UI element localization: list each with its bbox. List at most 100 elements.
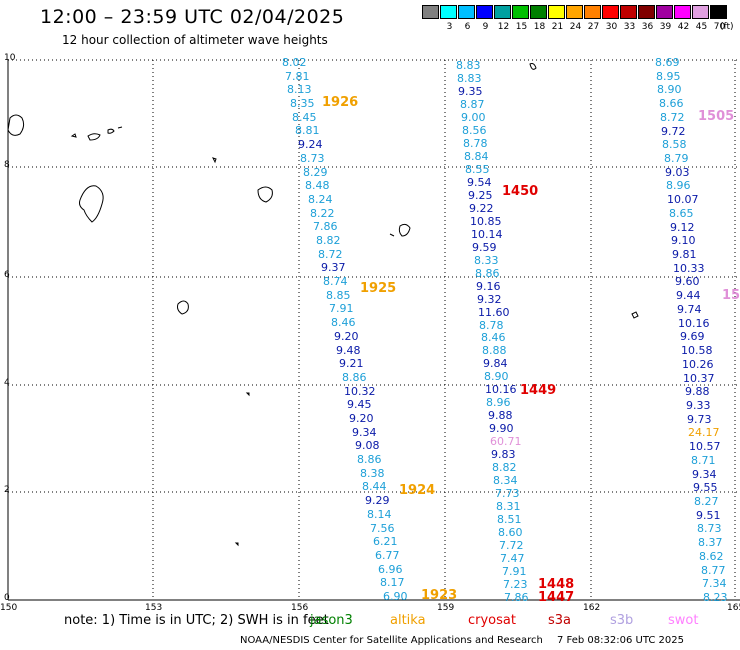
wave-height-value: 8.83 bbox=[456, 59, 481, 72]
wave-height-value: 8.86 bbox=[357, 453, 382, 466]
wave-height-value: 8.87 bbox=[460, 98, 485, 111]
satellite-label: cryosat bbox=[468, 613, 516, 628]
wave-height-value: 9.21 bbox=[339, 357, 364, 370]
wave-height-value: 8.77 bbox=[701, 564, 726, 577]
wave-height-value: 9.59 bbox=[472, 241, 497, 254]
wave-height-value: 7.23 bbox=[503, 578, 528, 591]
y-tick-label: 6 bbox=[4, 270, 10, 280]
wave-height-value: 9.69 bbox=[680, 330, 705, 343]
wave-height-value: 7.91 bbox=[329, 302, 354, 315]
wave-height-value: 8.83 bbox=[457, 72, 482, 85]
wave-height-value: 9.32 bbox=[477, 293, 502, 306]
wave-height-value: 7.34 bbox=[702, 577, 727, 590]
wave-height-value: 8.51 bbox=[497, 513, 522, 526]
generated-timestamp: 7 Feb 08:32:06 UTC 2025 bbox=[557, 635, 684, 646]
legend-label: 12 bbox=[497, 22, 510, 32]
island-mid-1 bbox=[257, 186, 273, 203]
wave-height-value: 7.86 bbox=[313, 220, 338, 233]
wave-height-value: 8.60 bbox=[498, 526, 523, 539]
pass-time-label: 1505 bbox=[698, 109, 735, 124]
wave-height-value: 8.78 bbox=[463, 137, 488, 150]
wave-height-value: 8.72 bbox=[660, 111, 685, 124]
legend-swatch bbox=[548, 5, 565, 19]
wave-height-value: 8.33 bbox=[474, 254, 499, 267]
footer-note: note: 1) Time is in UTC; 2) SWH is in fe… bbox=[64, 613, 329, 628]
wave-height-value: 8.58 bbox=[662, 138, 687, 151]
wave-height-value: 8.66 bbox=[659, 97, 684, 110]
wave-height-value: 10.26 bbox=[682, 358, 714, 371]
legend-label: 21 bbox=[551, 22, 564, 32]
legend-swatch bbox=[710, 5, 727, 19]
wave-height-value: 9.35 bbox=[458, 85, 483, 98]
wave-height-value: 8.56 bbox=[462, 124, 487, 137]
wave-height-value: 8.24 bbox=[308, 193, 333, 206]
island-dot-1 bbox=[245, 392, 250, 397]
map-title: 12:00 – 23:59 UTC 02/04/2025 bbox=[40, 6, 345, 28]
wave-height-value: 9.34 bbox=[352, 426, 377, 439]
wave-height-value: 10.85 bbox=[470, 215, 502, 228]
wave-height-value: 10.14 bbox=[471, 228, 503, 241]
wave-height-value: 8.73 bbox=[300, 152, 325, 165]
wave-height-value: 6.77 bbox=[375, 549, 400, 562]
wave-height-value: 9.45 bbox=[347, 398, 372, 411]
wave-height-value: 8.84 bbox=[464, 150, 489, 163]
wave-height-value: 7.72 bbox=[499, 539, 524, 552]
color-legend: 3 6 9 12 15 18 21 24 27 30 33 36 39 42 45 70 (ft) bbox=[422, 5, 734, 35]
wave-height-value: 10.07 bbox=[667, 193, 699, 206]
legend-label: 27 bbox=[587, 22, 600, 32]
pass-time-label: 1926 bbox=[322, 95, 359, 110]
y-tick-label: 8 bbox=[4, 160, 10, 170]
wave-height-value: 10.32 bbox=[344, 385, 376, 398]
map-subtitle: 12 hour collection of altimeter wave hei… bbox=[62, 33, 328, 47]
wave-height-value: 7.73 bbox=[495, 487, 520, 500]
wave-height-value: 10.58 bbox=[681, 344, 713, 357]
wave-height-value: 8.81 bbox=[295, 124, 320, 137]
wave-height-value: 8.71 bbox=[691, 454, 716, 467]
wave-height-value: 8.22 bbox=[310, 207, 335, 220]
satellite-label: swot bbox=[668, 613, 699, 628]
wave-height-value: 8.95 bbox=[656, 70, 681, 83]
x-tick-label: 159 bbox=[437, 603, 455, 613]
legend-swatch bbox=[512, 5, 529, 19]
wave-height-value: 8.65 bbox=[669, 207, 694, 220]
wave-height-value: 8.46 bbox=[331, 316, 356, 329]
island-big bbox=[79, 185, 104, 223]
wave-height-value: 8.27 bbox=[694, 495, 719, 508]
wave-height-value: 24.17 bbox=[688, 426, 720, 439]
wave-height-value: 8.82 bbox=[316, 234, 341, 247]
wave-height-value: 60.71 bbox=[490, 435, 522, 448]
island-small-2 bbox=[177, 300, 189, 315]
wave-height-value: 9.88 bbox=[685, 385, 710, 398]
legend-label: 36 bbox=[641, 22, 654, 32]
wave-height-value: 8.44 bbox=[362, 480, 387, 493]
x-tick-label: 162 bbox=[583, 603, 601, 613]
pass-time-label: 1924 bbox=[399, 483, 436, 498]
wave-height-value: 10.16 bbox=[485, 383, 517, 396]
wave-height-value: 10.57 bbox=[689, 440, 721, 453]
wave-height-value: 8.34 bbox=[493, 474, 518, 487]
island-mid-2 bbox=[389, 223, 411, 237]
wave-height-value: 9.37 bbox=[321, 261, 346, 274]
satellite-label: s3b bbox=[610, 613, 634, 628]
legend-swatch bbox=[602, 5, 619, 19]
island-molokai bbox=[87, 133, 101, 141]
legend-swatch bbox=[692, 5, 709, 19]
island-reef-1 bbox=[529, 63, 537, 70]
satellite-label: altika bbox=[390, 613, 426, 628]
wave-height-value: 8.88 bbox=[482, 344, 507, 357]
wave-height-value: 7.91 bbox=[502, 565, 527, 578]
wave-height-value: 8.79 bbox=[664, 152, 689, 165]
y-tick-label: 10 bbox=[4, 53, 16, 63]
wave-height-value: 9.73 bbox=[687, 413, 712, 426]
wave-height-value: 8.45 bbox=[292, 111, 317, 124]
legend-swatch bbox=[638, 5, 655, 19]
wave-height-value: 9.00 bbox=[461, 111, 486, 124]
legend-label: 3 bbox=[446, 22, 453, 32]
wave-height-value: 7.86 bbox=[504, 591, 529, 604]
wave-height-value: 9.03 bbox=[665, 166, 690, 179]
wave-height-value: 9.88 bbox=[488, 409, 513, 422]
wave-height-value: 9.54 bbox=[467, 176, 492, 189]
wave-height-value: 8.14 bbox=[367, 508, 392, 521]
wave-height-value: 8.78 bbox=[479, 319, 504, 332]
wave-height-value: 9.48 bbox=[336, 344, 361, 357]
